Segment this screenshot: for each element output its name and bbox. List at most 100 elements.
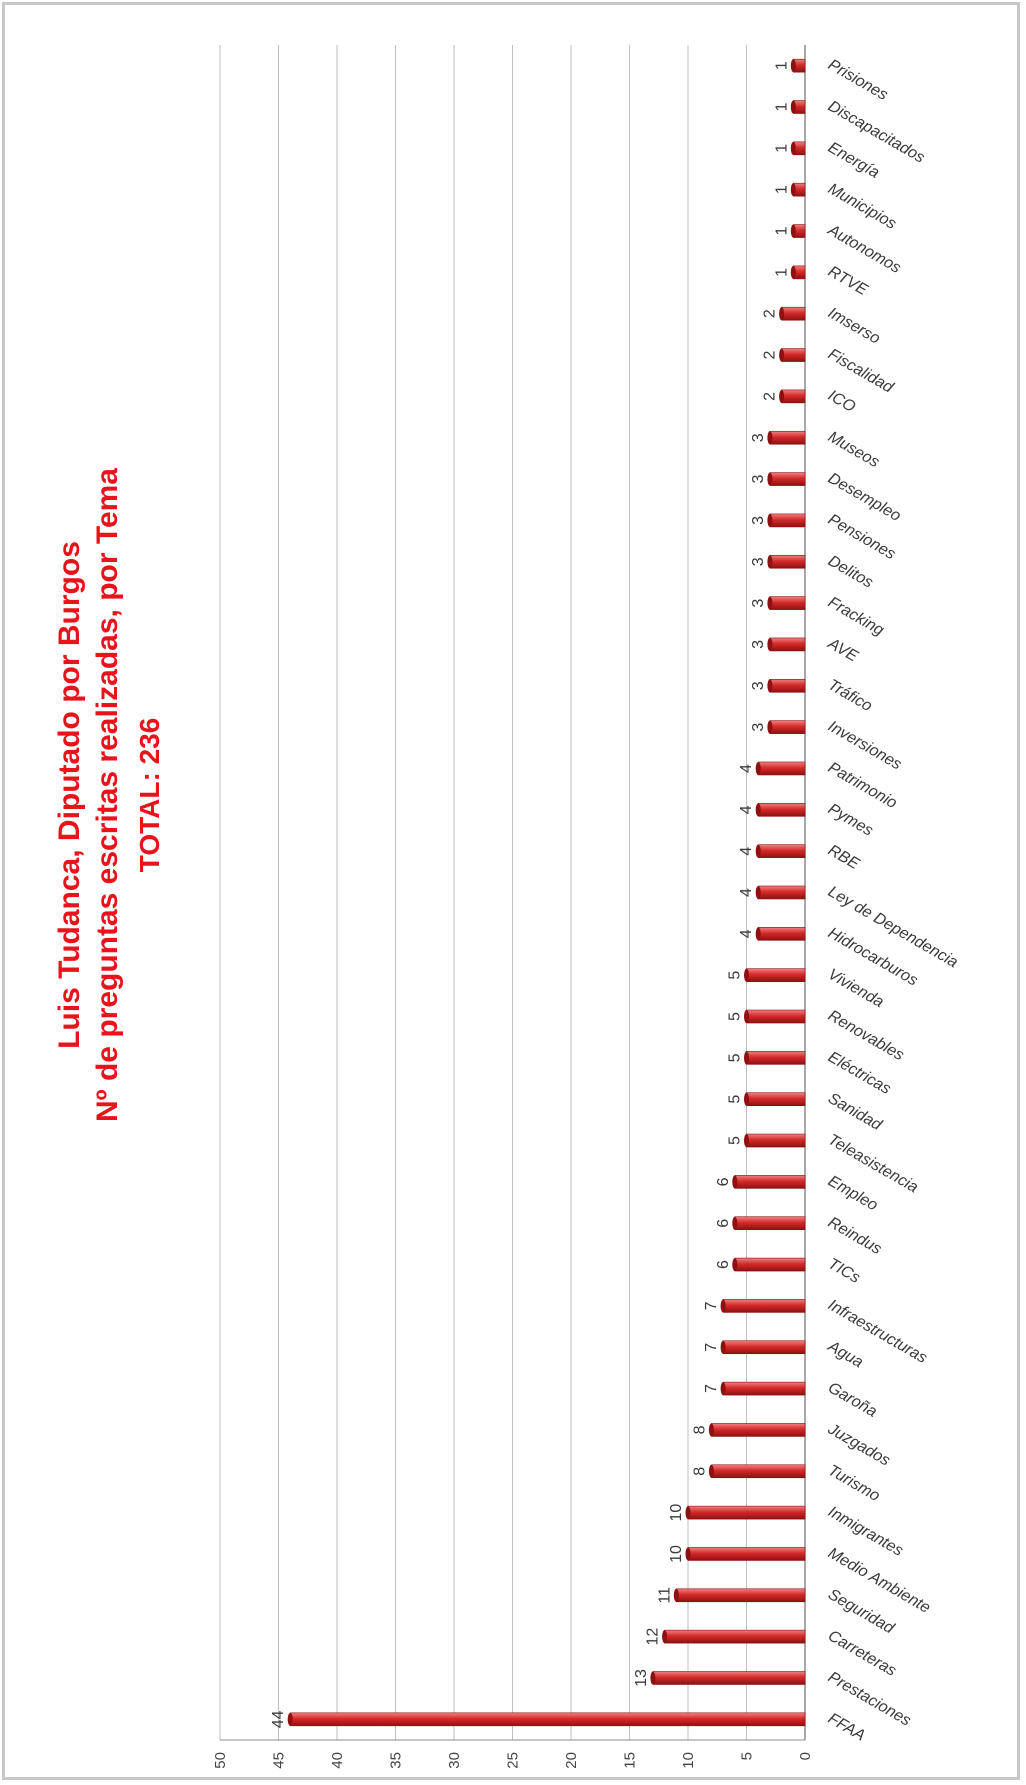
category-label-0: FFAA (825, 1710, 868, 1745)
bar-33 (781, 348, 806, 362)
bar-cap-25 (767, 679, 773, 693)
bar-cap-20 (755, 886, 761, 899)
bar-cap-21 (755, 844, 761, 858)
tick-label-35: 35 (388, 1752, 405, 1769)
bar-16 (746, 1051, 806, 1065)
bar-26 (769, 637, 806, 652)
value-label-13: 6 (715, 1177, 732, 1186)
bar-28 (769, 554, 806, 569)
value-label-27: 3 (750, 599, 767, 608)
title-line-1: Luis Tudanca, Diputado por Burgos (53, 541, 86, 1049)
value-label-2: 12 (645, 1628, 662, 1646)
value-label-5: 10 (668, 1504, 685, 1522)
bar-cap-9 (720, 1340, 726, 1354)
bar-9 (722, 1340, 806, 1355)
value-label-12: 6 (715, 1219, 732, 1228)
bar-3 (675, 1588, 806, 1603)
value-label-18: 5 (727, 971, 744, 980)
bar-30 (769, 472, 806, 486)
bar-10 (722, 1299, 806, 1313)
bar-29 (769, 513, 806, 528)
value-label-17: 5 (727, 1012, 744, 1021)
bar-cap-13 (732, 1175, 738, 1189)
chart-title: Luis Tudanca, Diputado por Burgos Nº de … (53, 468, 165, 1122)
bar-cap-31 (767, 431, 773, 445)
category-label-28: Delitos (825, 553, 876, 592)
category-label-21: RBE (825, 842, 862, 873)
bar-cap-15 (744, 1092, 749, 1106)
bar-4 (687, 1547, 806, 1561)
category-label-35: RTVE (825, 263, 870, 299)
value-label-15: 5 (727, 1095, 744, 1104)
bar-cap-40 (790, 59, 796, 73)
bar-cap-4 (685, 1547, 691, 1561)
value-label-30: 3 (750, 475, 767, 484)
axis-tick-labels: 0 5 10 15 20 25 30 35 40 45 50 (212, 1752, 814, 1769)
bar-6 (711, 1464, 806, 1479)
bar-17 (746, 1009, 806, 1024)
value-label-16: 5 (727, 1053, 744, 1062)
bars (287, 58, 806, 1727)
title-line-2: Nº de preguntas escritas realizadas, por… (91, 468, 124, 1122)
category-label-27: Fracking (825, 594, 887, 639)
bar-cap-29 (767, 513, 773, 527)
bar-34 (781, 306, 806, 321)
tick-label-0: 0 (797, 1752, 814, 1760)
tick-label-30: 30 (446, 1752, 463, 1769)
bar-12 (734, 1216, 806, 1231)
bar-20 (757, 885, 806, 900)
value-label-7: 8 (691, 1425, 708, 1434)
value-label-4: 10 (668, 1545, 685, 1563)
value-label-28: 3 (750, 557, 767, 566)
category-label-32: ICO (825, 387, 858, 416)
bar-cap-5 (685, 1506, 691, 1520)
value-label-32: 2 (762, 392, 779, 401)
bar-cap-23 (755, 761, 761, 775)
tick-label-50: 50 (212, 1752, 229, 1769)
bar-cap-33 (779, 348, 785, 362)
category-label-34: Imserso (825, 304, 883, 347)
bar-cap-24 (767, 720, 773, 734)
bar-cap-3 (673, 1588, 679, 1602)
value-label-10: 7 (703, 1301, 720, 1310)
bar-19 (757, 927, 806, 941)
bar-cap-30 (767, 472, 773, 486)
value-label-8: 7 (703, 1384, 720, 1393)
bar-cap-1 (650, 1671, 656, 1685)
category-label-9: Agua (824, 1337, 866, 1371)
value-label-37: 1 (773, 185, 790, 194)
value-label-35: 1 (773, 268, 790, 277)
bar-cap-35 (790, 265, 796, 279)
category-label-11: TICs (825, 1255, 863, 1287)
bar-cap-12 (732, 1216, 738, 1230)
tick-label-25: 25 (505, 1752, 522, 1769)
bar-8 (722, 1381, 806, 1396)
bar-25 (769, 678, 806, 693)
bar-cap-10 (720, 1299, 726, 1313)
bar-1 (652, 1671, 806, 1685)
bar-cap-16 (744, 1051, 749, 1065)
bar-cap-0 (287, 1712, 293, 1726)
bar-cap-17 (744, 1010, 749, 1024)
bar-24 (769, 720, 806, 734)
bar-27 (769, 596, 806, 610)
category-label-38: Energía (825, 139, 882, 182)
value-label-11: 6 (715, 1260, 732, 1269)
value-label-40: 1 (773, 61, 790, 70)
value-label-29: 3 (750, 516, 767, 525)
value-label-23: 4 (738, 764, 755, 773)
value-label-33: 2 (762, 351, 779, 360)
bar-cap-8 (720, 1382, 726, 1396)
value-labels: 4413121110108877766655555444443333333322… (270, 61, 790, 1728)
value-label-36: 1 (773, 226, 790, 235)
bar-cap-28 (767, 555, 773, 569)
bar-cap-6 (708, 1464, 714, 1478)
bar-cap-37 (790, 183, 796, 197)
category-label-18: Vivienda (825, 966, 886, 1011)
bar-cap-7 (708, 1423, 714, 1437)
bar-cap-27 (767, 596, 773, 610)
tick-label-40: 40 (329, 1752, 346, 1769)
value-label-34: 2 (762, 309, 779, 318)
